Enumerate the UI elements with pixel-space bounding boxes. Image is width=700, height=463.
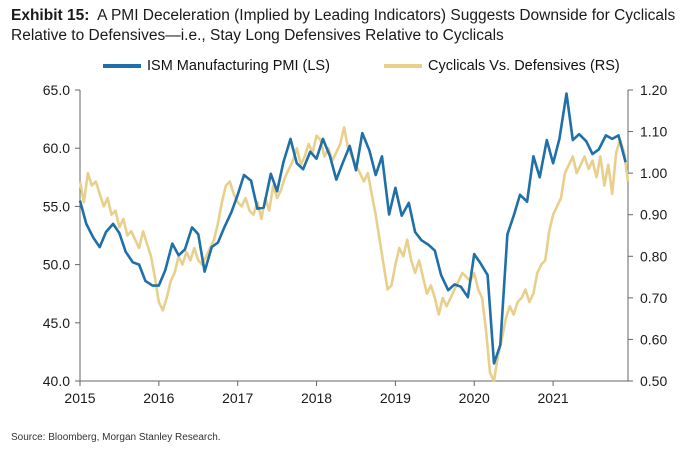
right-tick-label: 1.10 [640,124,667,140]
legend-item-pmi: ISM Manufacturing PMI (LS) [103,58,330,74]
left-tick-label: 45.0 [43,315,70,331]
legend-item-ratio: Cyclicals Vs. Defensives (RS) [384,58,620,74]
right-tick-label: 0.60 [640,331,667,347]
right-tick-label: 1.20 [640,82,667,98]
legend-label-pmi: ISM Manufacturing PMI (LS) [147,58,330,74]
right-tick-label: 0.50 [640,373,667,389]
right-tick-label: 0.80 [640,248,667,264]
left-tick-label: 55.0 [43,198,70,214]
legend-swatch-ratio [384,64,422,68]
source-note: Source: Bloomberg, Morgan Stanley Resear… [11,432,221,443]
exhibit-label: Exhibit 15: [11,7,90,24]
right-tick-label: 1.00 [640,165,667,181]
x-tick-label: 2015 [64,390,95,406]
x-tick-label: 2016 [143,390,174,406]
x-tick-label: 2018 [301,390,332,406]
x-tick-label: 2017 [222,390,253,406]
right-tick-label: 0.70 [640,290,667,306]
chart-title: Exhibit 15: A PMI Deceleration (Implied … [11,6,691,46]
legend-swatch-pmi [103,64,141,68]
left-tick-label: 40.0 [43,373,70,389]
right-tick-label: 0.90 [640,207,667,223]
left-tick-label: 60.0 [43,140,70,156]
left-tick-label: 65.0 [43,82,70,98]
left-tick-label: 50.0 [43,257,70,273]
legend-label-ratio: Cyclicals Vs. Defensives (RS) [428,58,620,74]
x-tick-label: 2021 [538,390,569,406]
legend: ISM Manufacturing PMI (LS) Cyclicals Vs.… [0,58,700,80]
x-tick-label: 2020 [459,390,490,406]
series-line-ism-pmi [78,92,627,365]
x-tick-label: 2019 [380,390,411,406]
title-text: A PMI Deceleration (Implied by Leading I… [11,7,676,44]
